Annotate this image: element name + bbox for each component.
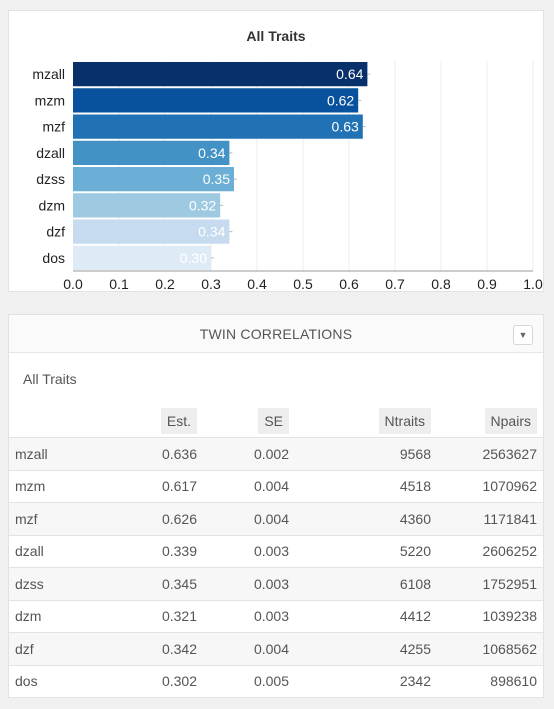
bar: [73, 62, 368, 87]
chart-card: All Traits 0.64 mzall 0.62 mzm 0.63 mzf 0.34 dz…: [8, 10, 544, 292]
x-tick-label: 0.0: [63, 276, 83, 291]
x-tick-label: 0.9: [477, 276, 497, 291]
table-cell: 0.004: [203, 632, 295, 666]
header-label: [9, 405, 111, 438]
table-cell: 2606252: [437, 535, 543, 568]
table-cell: 0.003: [203, 567, 295, 601]
table-cell: 0.004: [203, 502, 295, 536]
table-cell: 0.003: [203, 600, 295, 633]
table-cell: 6108: [295, 567, 437, 601]
row-label: dzss: [9, 567, 111, 601]
data-label: 0.32: [189, 197, 216, 213]
x-tick-label: 0.1: [109, 276, 129, 291]
bar: [73, 167, 234, 192]
bar: [73, 193, 221, 218]
table-cell: 0.321: [111, 600, 203, 633]
x-tick-label: 0.6: [339, 276, 359, 291]
table-cell: 0.002: [203, 437, 295, 471]
table-row: mzf 0.626 0.004 4360 1171841: [9, 502, 543, 536]
x-tick-label: 0.7: [385, 276, 405, 291]
x-tick-label: 0.8: [431, 276, 451, 291]
table-cell: 1070962: [437, 470, 543, 503]
bar: [73, 114, 363, 139]
header-ntraits: Ntraits: [295, 405, 437, 438]
category-label: dos: [42, 250, 65, 266]
table-row: dzf 0.342 0.004 4255 1068562: [9, 632, 543, 666]
table-cell: 0.005: [203, 665, 295, 698]
bar: [73, 219, 230, 244]
row-label: mzm: [9, 470, 111, 503]
table-cell: 1039238: [437, 600, 543, 633]
table-cell: 9568: [295, 437, 437, 471]
row-label: mzall: [9, 437, 111, 471]
chevron-down-icon[interactable]: ▼: [513, 325, 533, 345]
table-cell: 0.342: [111, 632, 203, 666]
bar-chart: 0.64 mzall 0.62 mzm 0.63 mzf 0.34 dzall 0.35 dzss…: [32, 61, 543, 291]
table-cell: 0.626: [111, 502, 203, 536]
table-row: dzm 0.321 0.003 4412 1039238: [9, 600, 543, 633]
table-row: mzm 0.617 0.004 4518 1070962: [9, 470, 543, 503]
panel-header: TWIN CORRELATIONS ▼: [9, 315, 543, 353]
bar: [73, 140, 230, 165]
x-tick-label: 0.4: [247, 276, 267, 291]
data-label: 0.30: [180, 250, 207, 266]
category-label: dzm: [39, 197, 65, 213]
bar: [73, 245, 211, 270]
twin-correlations-panel: TWIN CORRELATIONS ▼ All Traits Est. SE N…: [8, 314, 544, 698]
chart-title: All Traits: [246, 28, 306, 44]
data-label: 0.34: [198, 224, 225, 240]
category-label: mzm: [35, 92, 65, 108]
table-row: dos 0.302 0.005 2342 898610: [9, 665, 543, 698]
category-label: dzf: [46, 224, 65, 240]
row-label: dzf: [9, 632, 111, 666]
header-se: SE: [203, 405, 295, 438]
row-label: dzm: [9, 600, 111, 633]
table-cell: 4255: [295, 632, 437, 666]
data-label: 0.63: [332, 119, 359, 135]
panel-title: TWIN CORRELATIONS: [199, 326, 353, 342]
table-cell: 4518: [295, 470, 437, 503]
correlations-table: Est. SE Ntraits Npairs mzall 0.636 0.002 95…: [9, 405, 543, 698]
x-tick-label: 0.3: [201, 276, 221, 291]
table-cell: 4412: [295, 600, 437, 633]
header-est: Est.: [111, 405, 203, 438]
table-row: dzss 0.345 0.003 6108 1752951: [9, 567, 543, 601]
x-tick-label: 0.2: [155, 276, 175, 291]
category-label: dzall: [36, 145, 65, 161]
table-row: dzall 0.339 0.003 5220 2606252: [9, 535, 543, 568]
header-npairs: Npairs: [437, 405, 543, 438]
data-label: 0.62: [327, 92, 354, 108]
panel-subtitle: All Traits: [23, 371, 77, 387]
table-cell: 0.302: [111, 665, 203, 698]
row-label: dzall: [9, 535, 111, 568]
data-label: 0.35: [203, 171, 230, 187]
table-cell: 0.345: [111, 567, 203, 601]
table-cell: 0.636: [111, 437, 203, 471]
x-tick-label: 1.0: [523, 276, 543, 291]
table-cell: 0.339: [111, 535, 203, 568]
data-label: 0.34: [198, 145, 225, 161]
table-cell: 0.004: [203, 470, 295, 503]
table-cell: 1068562: [437, 632, 543, 666]
table-cell: 5220: [295, 535, 437, 568]
table-cell: 1171841: [437, 502, 543, 536]
table-cell: 0.003: [203, 535, 295, 568]
bar: [73, 88, 359, 113]
table-row: mzall 0.636 0.002 9568 2563627: [9, 437, 543, 471]
table-cell: 1752951: [437, 567, 543, 601]
table-cell: 2342: [295, 665, 437, 698]
table-cell: 0.617: [111, 470, 203, 503]
table-cell: 2563627: [437, 437, 543, 471]
category-label: mzf: [42, 119, 65, 135]
category-label: mzall: [32, 66, 65, 82]
table-cell: 4360: [295, 502, 437, 536]
table-header-row: Est. SE Ntraits Npairs: [9, 405, 543, 438]
data-label: 0.64: [336, 66, 363, 82]
category-label: dzss: [36, 171, 65, 187]
x-tick-label: 0.5: [293, 276, 313, 291]
row-label: dos: [9, 665, 111, 698]
row-label: mzf: [9, 502, 111, 536]
table-cell: 898610: [437, 665, 543, 698]
